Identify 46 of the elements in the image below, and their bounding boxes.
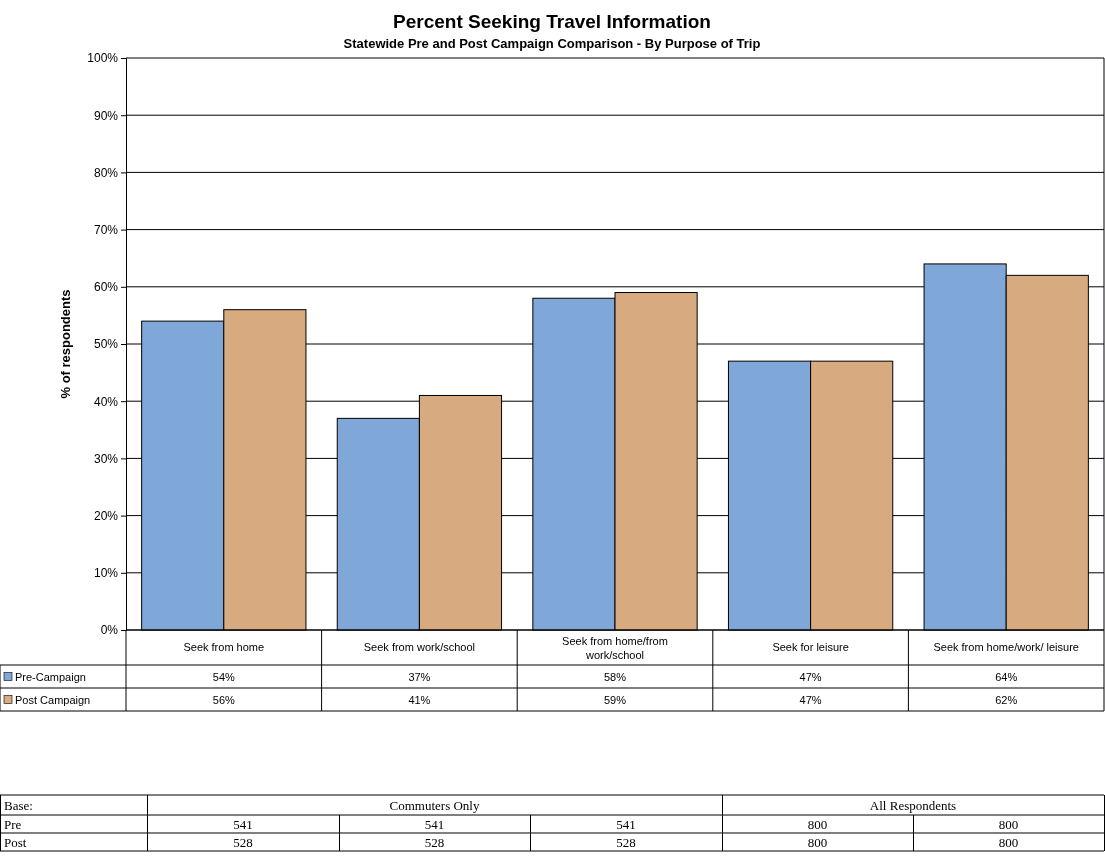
data-label: 58% — [603, 670, 627, 683]
text: 800 — [998, 835, 1019, 850]
y-tick-label: 40% — [93, 394, 119, 409]
y-tick-label: 30% — [93, 451, 119, 466]
text: Commuters Only — [389, 798, 480, 813]
text: 528 — [233, 835, 253, 850]
legend-label: Post Campaign — [15, 693, 91, 706]
y-tick-label: 10% — [93, 566, 119, 581]
chart-subtitle: Statewide Pre and Post Campaign Comparison - By Purpose of Trip — [343, 36, 761, 51]
y-axis-title: % of respondents — [58, 289, 73, 399]
x-tick-label: Seek for leisure — [772, 641, 849, 653]
x-tick-label: Seek from home/work/ leisure — [933, 641, 1079, 653]
data-label: 37% — [408, 670, 431, 683]
data-label: 59% — [603, 693, 627, 706]
legend-label: Pre-Campaign — [15, 670, 86, 683]
text: All Respondents — [869, 798, 957, 813]
y-tick-label: 100% — [87, 51, 119, 66]
y-tick-label: 50% — [93, 337, 119, 352]
text: Post — [4, 835, 27, 850]
chart-title: Percent Seeking Travel Information — [393, 11, 711, 32]
data-label: 56% — [212, 693, 236, 706]
y-tick-label: 0% — [100, 623, 119, 638]
text: 800 — [807, 835, 828, 850]
y-tick-label: 80% — [93, 165, 119, 180]
data-label: 47% — [799, 670, 822, 683]
text: Base: — [4, 798, 33, 813]
text: 541 — [616, 817, 636, 832]
text: Pre — [4, 817, 22, 832]
x-tick-label: Seek from home/from work/school — [562, 635, 668, 661]
text: 800 — [807, 817, 828, 832]
data-label: 64% — [995, 670, 1018, 683]
data-label: 54% — [212, 670, 236, 683]
y-tick-label: 20% — [93, 508, 119, 523]
text: 528 — [424, 835, 445, 850]
x-tick-label: Seek from work/school — [363, 641, 476, 653]
data-label: 47% — [799, 693, 822, 706]
text: 541 — [424, 817, 445, 832]
text: 541 — [233, 817, 253, 832]
text: 800 — [998, 817, 1019, 832]
y-tick-label: 70% — [93, 222, 119, 237]
y-tick-label: 60% — [93, 280, 119, 295]
text: 528 — [616, 835, 636, 850]
y-tick-label: 90% — [93, 108, 119, 123]
x-tick-label: Seek from home — [183, 641, 265, 653]
data-label: 41% — [408, 693, 431, 706]
data-label: 62% — [995, 693, 1018, 706]
